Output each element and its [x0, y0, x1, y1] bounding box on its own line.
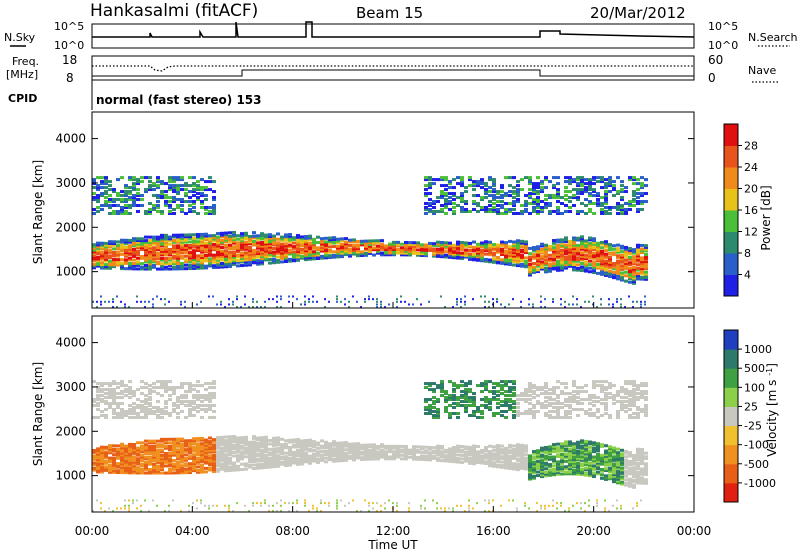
nave-tick-bottom: 0: [708, 71, 716, 85]
power-ytick-label: 3000: [55, 176, 86, 190]
velocity-colorbar-tick: -500: [744, 458, 769, 471]
station-title: Hankasalmi (fitACF): [90, 1, 258, 21]
velocity-colorbar-swatch: [724, 330, 738, 350]
velocity-colorbar-swatch: [724, 425, 738, 446]
velocity-colorbar-label: Velocity [m s -1]: [765, 363, 779, 457]
time-xtick-label: 04:00: [175, 524, 210, 538]
power-colorbar-swatch: [724, 231, 738, 254]
nsky-tick-top: 10^5: [54, 20, 84, 33]
nsearch-label: N.Search: [748, 31, 798, 44]
velocity-colorbar-swatch: [724, 444, 738, 465]
power-field: [92, 176, 648, 309]
power-colorbar: 28 24 20 16 12 8 4: [723, 123, 758, 297]
velocity-ylabel: Slant Range [km]: [31, 362, 45, 466]
velocity-ytick-label: 3000: [55, 380, 86, 394]
power-colorbar-tick: 16: [744, 204, 758, 217]
power-colorbar-swatch: [724, 188, 738, 211]
power-colorbar-tick: 12: [744, 226, 758, 239]
velocity-colorbar-tick: -25: [744, 420, 762, 433]
power-colorbar-swatch: [724, 167, 738, 189]
freq-label: Freq.: [12, 55, 39, 68]
nsearch-tick-top: 10^5: [708, 20, 738, 33]
time-xtick-label: 12:00: [376, 524, 411, 538]
velocity-colorbar-swatch: [724, 406, 738, 427]
power-colorbar-swatch: [724, 274, 738, 297]
velocity-ytick-label: 4000: [55, 336, 86, 350]
cpid-value: normal (fast stereo) 153: [96, 93, 262, 107]
power-colorbar-swatch: [724, 124, 738, 146]
power-colorbar-swatch: [724, 210, 738, 232]
time-xtick-label: 00:00: [75, 524, 110, 538]
velocity-y-axis: 1000 2000 3000 4000: [55, 336, 694, 483]
freq-trace: [92, 69, 694, 77]
power-ytick-label: 1000: [55, 265, 86, 279]
nsearch-tick-bottom: 10^0: [708, 39, 738, 52]
nave-label: Nave: [748, 64, 776, 77]
power-colorbar-tick: 28: [744, 140, 758, 153]
power-colorbar-tick: 24: [744, 161, 758, 174]
nsky-label: N.Sky: [4, 31, 36, 44]
noise-strip: N.Sky 10^5 10^0 10^5 10^0 N.Search: [4, 20, 798, 52]
velocity-colorbar-swatch: [724, 368, 738, 388]
velocity-ytick-label: 2000: [55, 424, 86, 438]
time-xtick-label: 00:00: [677, 524, 712, 538]
velocity-ytick-label: 1000: [55, 469, 86, 483]
power-ylabel: Slant Range [km]: [31, 160, 45, 264]
freq-tick-top: 18: [62, 53, 77, 67]
beam-title: Beam 15: [356, 4, 423, 22]
velocity-colorbar-tick: 500: [744, 362, 765, 375]
freq-tick-bottom: 8: [66, 71, 74, 85]
power-colorbar-tick: 8: [744, 247, 751, 260]
power-y-axis: 1000 2000 3000 4000: [55, 132, 694, 279]
time-x-axis: 00:00 04:00 08:00 12:00 16:00 20:00 00:00: [75, 302, 712, 538]
velocity-field: [92, 380, 648, 513]
velocity-colorbar-swatch: [724, 387, 738, 407]
freq-strip: Freq. [MHz] 18 8 60 0 Nave: [6, 53, 778, 85]
velocity-colorbar: 1000 500 100 25 -25 -100 -500 -1000: [723, 329, 776, 503]
power-colorbar-tick: 4: [744, 269, 751, 282]
velocity-colorbar-swatch: [724, 482, 738, 503]
nave-trace: [92, 65, 694, 72]
nave-tick-top: 60: [708, 53, 723, 67]
velocity-colorbar-tick: 100: [744, 381, 765, 394]
cpid-label: CPID: [8, 92, 37, 105]
time-xlabel: Time UT: [367, 538, 418, 552]
time-xtick-label: 16:00: [476, 524, 511, 538]
time-xtick-label: 20:00: [576, 524, 611, 538]
velocity-colorbar-tick: 25: [744, 400, 758, 413]
velocity-colorbar-swatch: [724, 349, 738, 369]
freq-unit: [MHz]: [6, 68, 38, 81]
power-ytick-label: 2000: [55, 220, 86, 234]
power-colorbar-swatch: [724, 253, 738, 275]
velocity-panel: 1000 2000 3000 4000 Slant Range [km] 1000 50…: [31, 302, 779, 552]
date-title: 20/Mar/2012: [590, 4, 686, 22]
velocity-colorbar-tick: -100: [744, 439, 769, 452]
power-panel: 1000 2000 3000 4000 Slant Range [km] 28 24 20…: [31, 111, 773, 309]
velocity-colorbar-swatch: [724, 463, 738, 484]
power-ytick-label: 4000: [55, 132, 86, 146]
time-xtick-label: 08:00: [275, 524, 310, 538]
nsky-tick-bottom: 10^0: [54, 39, 84, 52]
velocity-colorbar-tick: 1000: [744, 343, 772, 356]
velocity-colorbar-tick: -1000: [744, 477, 776, 490]
power-colorbar-swatch: [724, 145, 738, 168]
power-colorbar-label: Power [dB]: [759, 185, 773, 250]
noise-trace: [92, 21, 695, 38]
power-colorbar-tick: 20: [744, 183, 758, 196]
